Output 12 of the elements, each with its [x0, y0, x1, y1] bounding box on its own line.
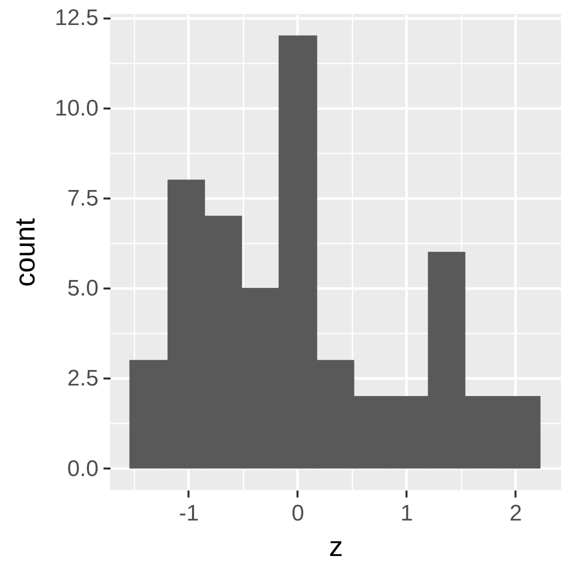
x-tick-label: 1 [400, 500, 414, 526]
y-tick-label: 7.5 [67, 185, 98, 210]
y-tick-label: 12.5 [54, 5, 98, 30]
y-tick-label: 2.5 [67, 366, 98, 391]
y-axis-title: count [10, 218, 41, 287]
y-tick-label: 0.0 [67, 456, 98, 481]
y-tick-label: 10.0 [54, 95, 98, 120]
x-axis-title: z [329, 531, 343, 562]
x-tick-label: 0 [292, 500, 304, 526]
x-tick-label: 2 [509, 500, 522, 526]
x-tick-label: -1 [178, 500, 199, 526]
y-tick-label: 5.0 [67, 276, 98, 301]
